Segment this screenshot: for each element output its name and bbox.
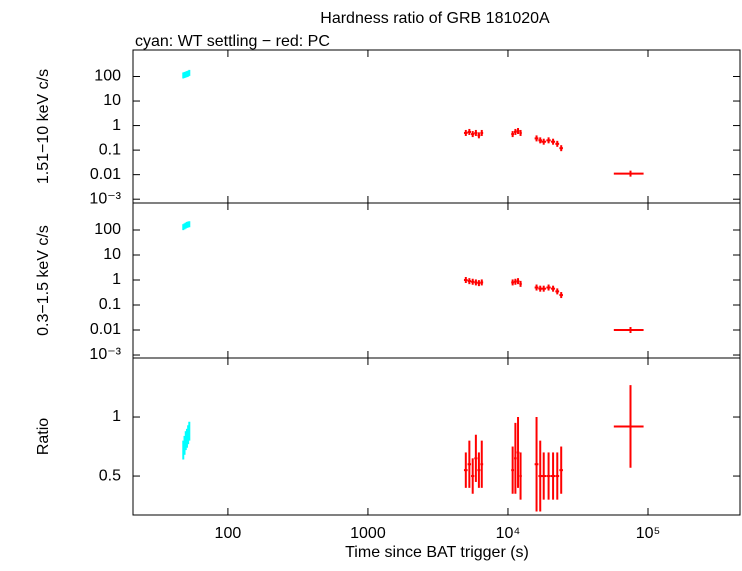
x-tick-label: 10⁵ — [636, 525, 660, 542]
y-tick-label: 1 — [112, 117, 121, 134]
plot-frame — [132, 357, 741, 516]
y-tick-label: 10⁻³ — [89, 346, 121, 363]
x-tick-label: 100 — [215, 525, 242, 542]
y-axis-label: 1.51−10 keV c/s — [35, 69, 52, 184]
y-tick-label: 0.1 — [99, 141, 121, 158]
x-tick-label: 1000 — [350, 525, 386, 542]
y-tick-label: 10 — [103, 92, 121, 109]
plot-frame — [132, 202, 741, 359]
y-tick-label: 1 — [112, 271, 121, 288]
y-tick-label: 10 — [103, 246, 121, 263]
plot-frame — [132, 49, 741, 204]
y-axis-label: 0.3−1.5 keV c/s — [35, 225, 52, 336]
chart-subtitle: cyan: WT settling − red: PC — [135, 33, 330, 50]
chart-title: Hardness ratio of GRB 181020A — [320, 10, 550, 27]
y-tick-label: 100 — [94, 68, 121, 85]
x-axis-label: Time since BAT trigger (s) — [345, 544, 529, 561]
y-axis-label: Ratio — [35, 418, 52, 455]
y-tick-label: 100 — [94, 221, 121, 238]
y-tick-label: 0.01 — [90, 166, 121, 183]
y-tick-label: 0.5 — [99, 467, 121, 484]
x-tick-label: 10⁴ — [496, 525, 521, 542]
y-tick-label: 0.01 — [90, 321, 121, 338]
y-tick-label: 1 — [112, 408, 121, 425]
y-tick-label: 10⁻³ — [89, 190, 121, 207]
y-tick-label: 0.1 — [99, 296, 121, 313]
